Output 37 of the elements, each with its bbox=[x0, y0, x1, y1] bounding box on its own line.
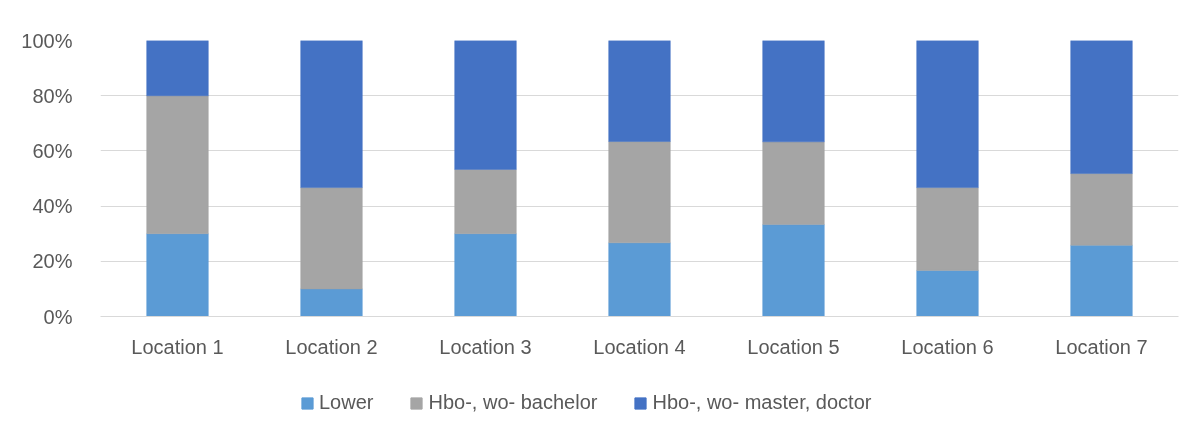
bar bbox=[762, 141, 825, 225]
legend-label: Lower bbox=[319, 391, 374, 414]
y-tick-label: 0% bbox=[43, 305, 73, 328]
bar bbox=[608, 40, 671, 142]
legend-label: Hbo-, wo- bachelor bbox=[428, 391, 598, 414]
bar bbox=[300, 40, 363, 188]
x-tick-label: Location 7 bbox=[1055, 335, 1148, 358]
bar bbox=[146, 95, 209, 234]
y-tick-label: 80% bbox=[32, 84, 73, 107]
x-tick-label: Location 5 bbox=[747, 335, 840, 358]
bar bbox=[454, 169, 517, 234]
y-tick-label: 20% bbox=[32, 250, 73, 273]
y-tick-label: 40% bbox=[32, 195, 73, 218]
x-tick-label: Location 2 bbox=[285, 335, 378, 358]
bar bbox=[762, 40, 825, 143]
x-tick-label: Location 3 bbox=[439, 335, 532, 358]
legend-label: Hbo-, wo- master, doctor bbox=[652, 391, 872, 414]
bar bbox=[300, 288, 363, 317]
bar bbox=[300, 187, 363, 290]
bar bbox=[916, 187, 979, 271]
x-tick-label: Location 6 bbox=[901, 335, 994, 358]
bar bbox=[146, 233, 209, 317]
bar bbox=[454, 40, 517, 170]
y-tick-label: 100% bbox=[21, 29, 73, 52]
bar bbox=[1070, 40, 1133, 174]
bar bbox=[146, 40, 209, 96]
bar bbox=[762, 224, 825, 317]
bar bbox=[1070, 245, 1133, 317]
x-tick-label: Location 1 bbox=[131, 335, 224, 358]
bar bbox=[608, 141, 671, 244]
bar bbox=[1070, 173, 1133, 246]
bar bbox=[454, 233, 517, 317]
bar bbox=[916, 270, 979, 317]
bar bbox=[916, 40, 979, 188]
x-tick-label: Location 4 bbox=[593, 335, 686, 358]
y-tick-label: 60% bbox=[32, 139, 73, 162]
bar bbox=[608, 242, 671, 317]
